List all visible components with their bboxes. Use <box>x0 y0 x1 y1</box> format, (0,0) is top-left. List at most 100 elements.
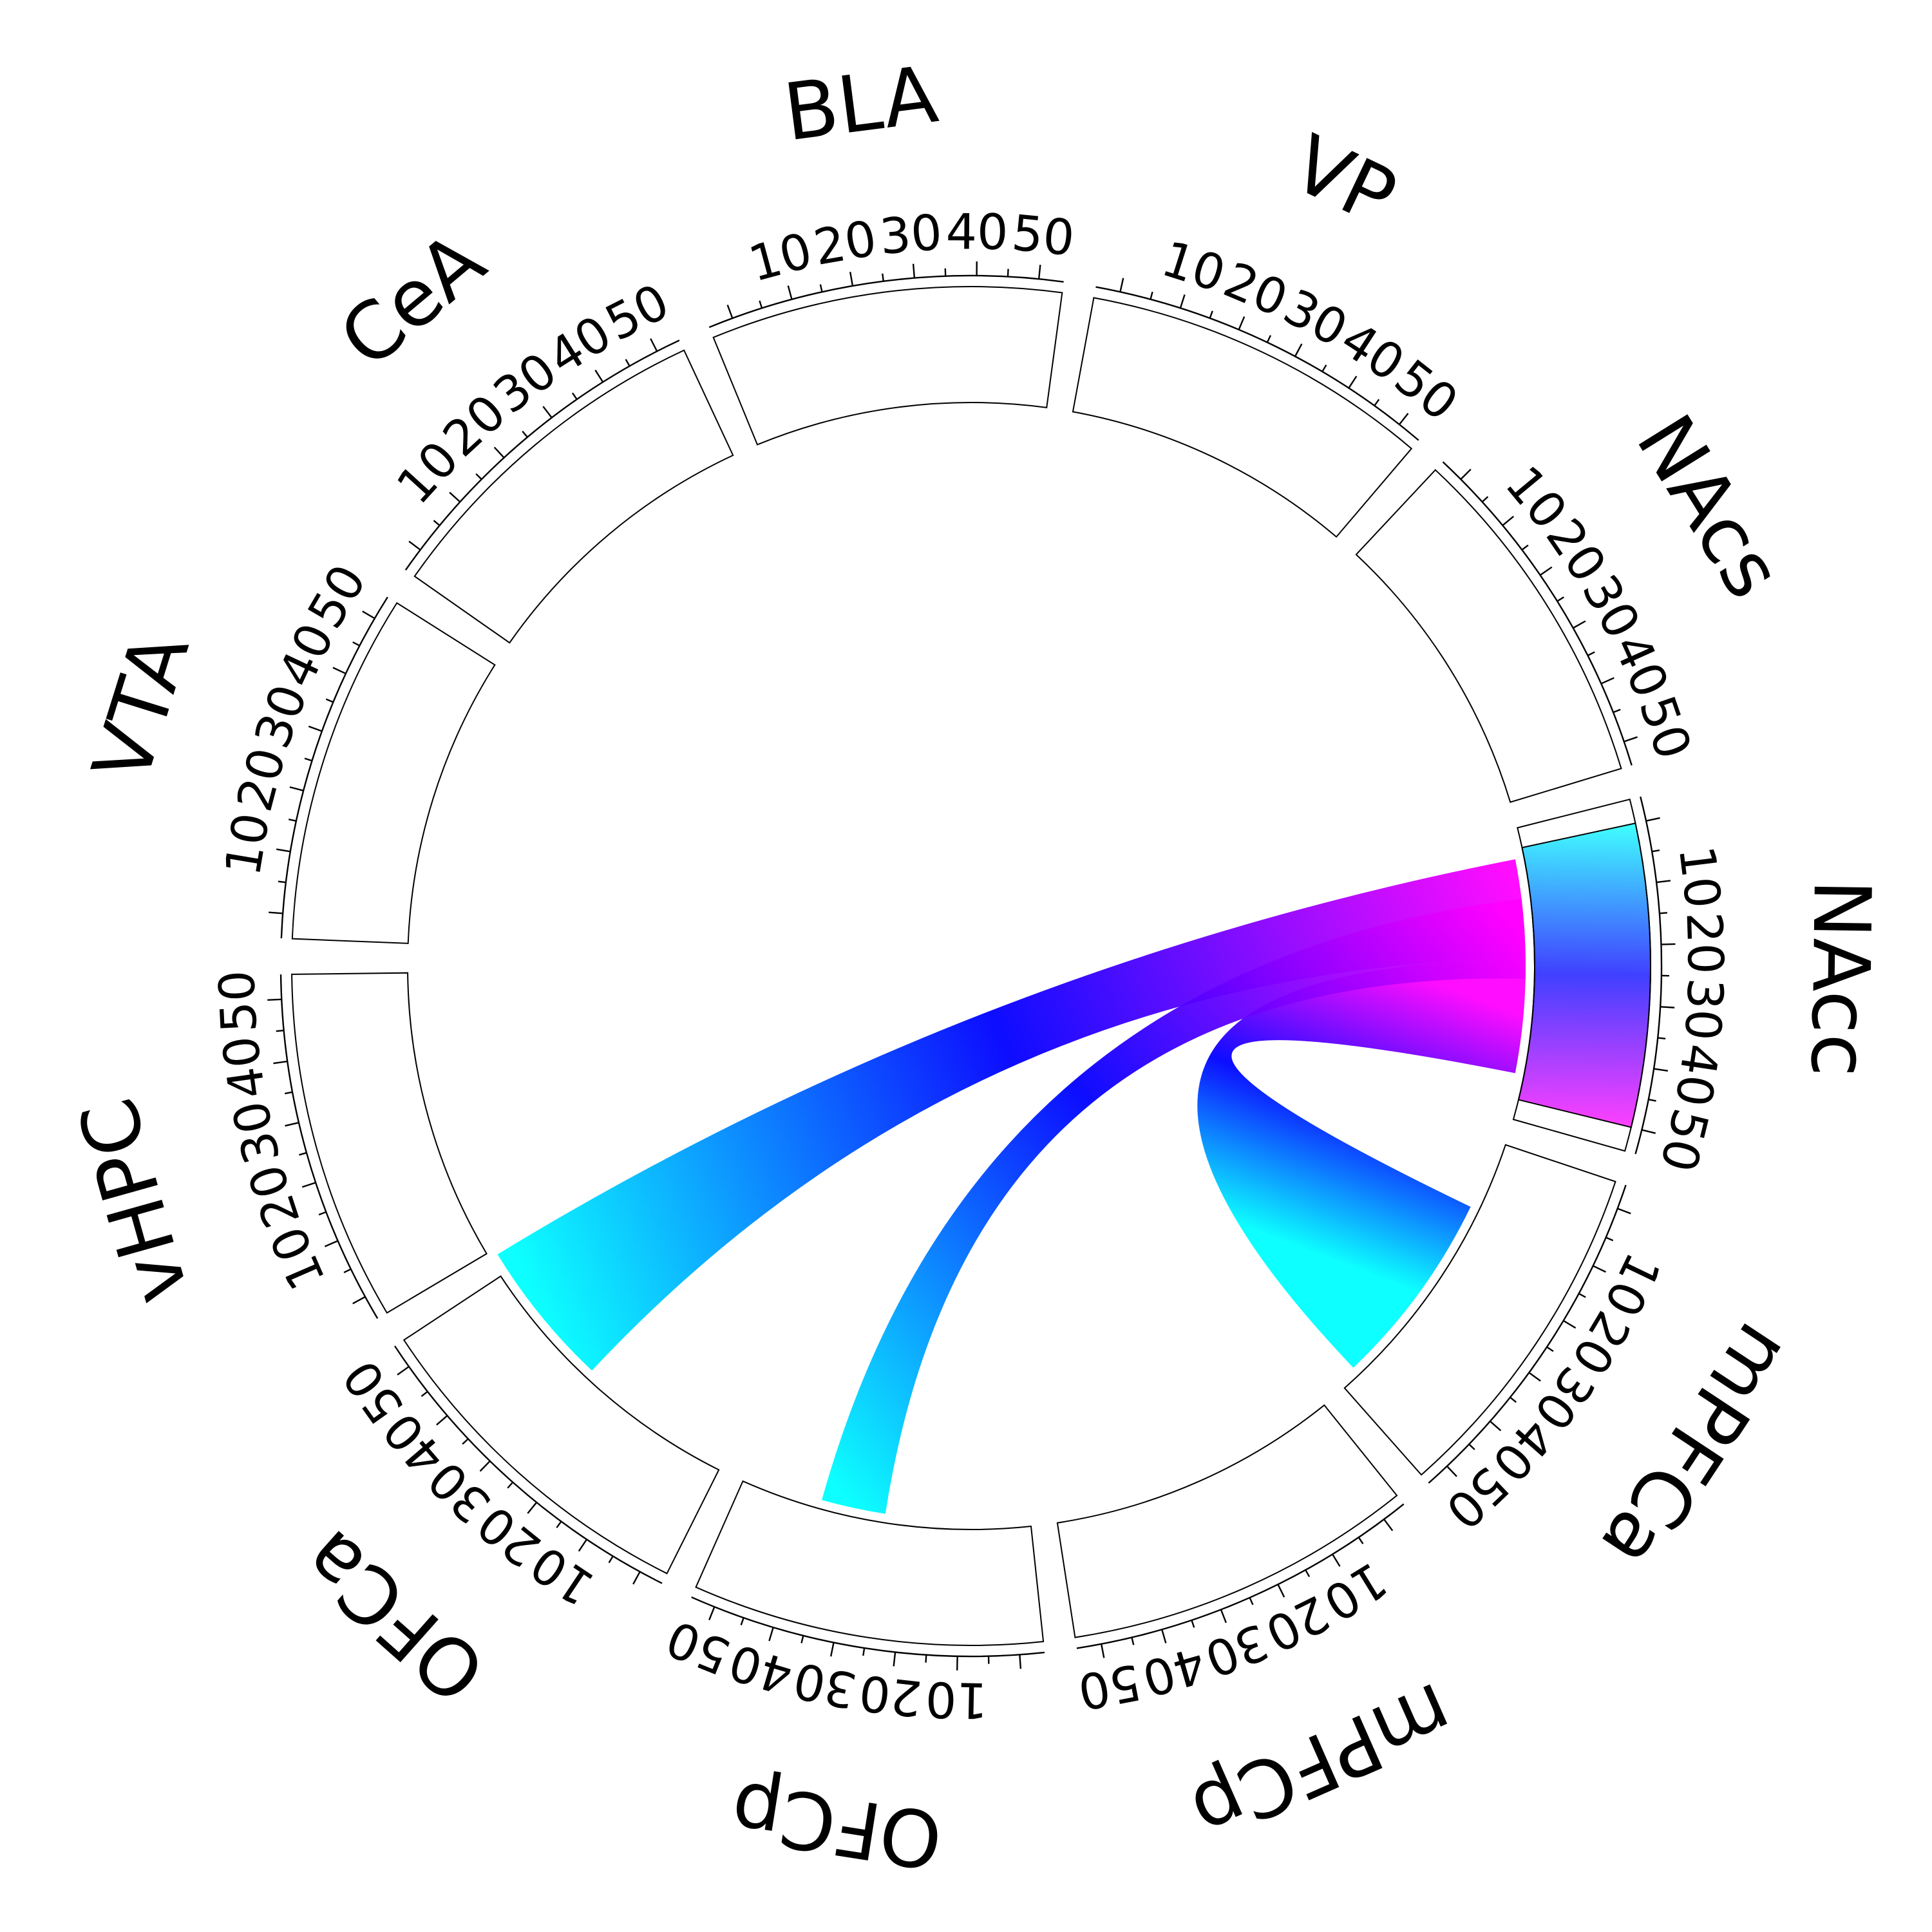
axis-tick <box>1593 1265 1606 1273</box>
axis-tick <box>800 1635 804 1643</box>
axis-tick <box>1383 1519 1394 1531</box>
axis-tick <box>740 1617 744 1625</box>
tick-label: 20 <box>857 1664 925 1728</box>
axis-tick <box>1249 1597 1254 1605</box>
axis-tick <box>708 1606 715 1620</box>
axis-ofcp <box>691 1596 1045 1658</box>
axis-tick <box>925 1654 927 1663</box>
link-nacc-ofcp <box>822 898 1526 1514</box>
axis-tick <box>352 641 360 647</box>
axis-tick <box>1191 1620 1195 1628</box>
track-band-nacc <box>1517 822 1651 1128</box>
axis-tick <box>408 540 421 551</box>
sector-label-vta: VTA <box>75 623 207 793</box>
sector-label-vhpc: vHPC <box>62 1089 206 1314</box>
axis-tick <box>608 1555 614 1564</box>
tick-label: 40 <box>211 1032 277 1102</box>
tick-label: 40 <box>945 203 1008 261</box>
axis-tick <box>522 430 528 438</box>
axis-tick <box>1150 291 1153 300</box>
axis-tick <box>1557 596 1564 602</box>
tick-label: 10 <box>214 809 281 880</box>
sector-label-cea: CeA <box>323 214 502 385</box>
axis-tick <box>726 305 734 319</box>
axis-tick <box>433 520 440 526</box>
axis-tick <box>273 1060 288 1065</box>
tick-label: 20 <box>810 209 881 276</box>
axis-vhpc <box>279 974 379 1319</box>
axis-tick <box>362 611 375 620</box>
axis-tick <box>650 338 658 352</box>
axis-tick <box>1490 1421 1502 1432</box>
axis-tick <box>1358 1537 1364 1544</box>
tick-label: 10 <box>743 222 819 293</box>
axis-tick <box>304 757 312 762</box>
axis-tick <box>1587 651 1595 656</box>
axis-tick <box>288 819 297 822</box>
axis-tick <box>1468 1443 1475 1450</box>
axis-tick <box>1398 413 1409 425</box>
axis-tick <box>267 998 282 1001</box>
axis-mpfca <box>1428 1184 1627 1484</box>
axis-tick <box>625 359 630 367</box>
tick-label: 10 <box>1668 842 1732 911</box>
axis-tick <box>1645 817 1660 822</box>
axis-ofca <box>394 1345 663 1584</box>
axis-tick <box>1119 278 1124 292</box>
axis-tick <box>1374 399 1380 406</box>
tick-label: 40 <box>1136 1635 1212 1707</box>
sector-label-mpfcp: mPFCp <box>1179 1664 1466 1859</box>
axis-tick <box>1613 708 1621 714</box>
axis-tick <box>276 848 291 853</box>
axis-tick <box>1277 1584 1285 1598</box>
axis-tick <box>556 1520 562 1528</box>
axis-cea <box>404 339 680 571</box>
axis-tick <box>1179 294 1186 308</box>
tick-label: 50 <box>659 1609 738 1686</box>
sector-box-ofca <box>402 1275 720 1575</box>
axis-tick <box>1019 1654 1022 1669</box>
axis-tick <box>542 406 553 419</box>
sector-label-ofcp: OFCp <box>725 1763 949 1886</box>
axis-tick <box>269 911 283 914</box>
tick-label: 30 <box>221 1095 291 1169</box>
axis-mpfcp <box>1076 1503 1405 1649</box>
tick-label: 20 <box>225 742 297 817</box>
axis-bla <box>708 274 1064 328</box>
tick-label: 50 <box>1649 1103 1719 1177</box>
axis-tick <box>862 1647 866 1656</box>
axis-tick <box>1653 1068 1668 1072</box>
axis-tick <box>1521 544 1529 551</box>
axis-tick <box>1502 515 1514 526</box>
sector-box-mpfcp <box>1056 1404 1398 1638</box>
sector-label-nacc: NAcc <box>1794 879 1888 1078</box>
tick-label: 10 <box>925 1671 988 1729</box>
axis-tick <box>493 446 505 459</box>
tick-label: 40 <box>723 1633 799 1706</box>
axis-tick <box>299 1151 307 1156</box>
axis-tick <box>1510 1396 1517 1403</box>
axis-tick <box>819 284 823 292</box>
axis-tick <box>1642 1129 1656 1134</box>
axis-vta <box>280 596 388 939</box>
tick-label: 30 <box>789 1651 862 1719</box>
axis-tick <box>1563 1320 1577 1329</box>
axis-tick <box>882 273 884 281</box>
sector-box-vhpc <box>291 972 488 1314</box>
sector-label-nacs: NAcs <box>1619 399 1800 613</box>
axis-tick <box>849 272 854 287</box>
link-nacc-ofca <box>497 859 1526 1371</box>
tick-label: 50 <box>1009 204 1077 267</box>
axis-tick <box>507 1481 514 1489</box>
axis-tick <box>449 491 461 503</box>
axis-tick <box>1446 1465 1457 1477</box>
axis-tick <box>1658 1037 1666 1039</box>
axis-tick <box>1332 1553 1341 1567</box>
sector-label-bla: BLA <box>779 48 942 158</box>
